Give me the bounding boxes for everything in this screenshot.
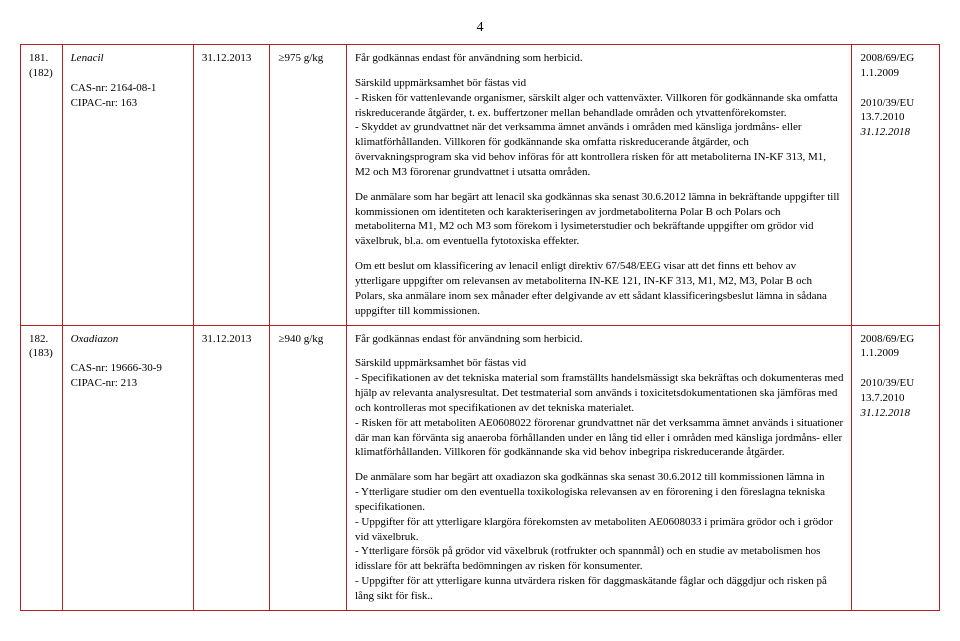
amount-cell: ≥975 g/kg	[270, 45, 347, 326]
cas-number: CAS-nr: 2164-08-1	[71, 81, 185, 96]
provision-text: Särskild uppmärksamhet bör fästas vid - …	[355, 356, 843, 460]
ref-line: 13.7.2010	[860, 391, 931, 406]
date-cell: 31.12.2013	[193, 45, 270, 326]
provisions-cell: Får godkännas endast för användning som …	[347, 325, 852, 610]
ref-line: 2008/69/EG	[860, 51, 931, 66]
ref-line: 13.7.2010	[860, 110, 931, 125]
ref-line: 31.12.2018	[860, 125, 931, 140]
cipac-number: CIPAC-nr: 213	[71, 376, 185, 391]
provision-text: Särskild uppmärksamhet bör fästas vid - …	[355, 76, 843, 180]
ref-line: 1.1.2009	[860, 346, 931, 361]
substance-cell: Oxadiazon CAS-nr: 19666-30-9 CIPAC-nr: 2…	[62, 325, 193, 610]
ref-line: 2010/39/EU	[860, 376, 931, 391]
references-cell: 2008/69/EG 1.1.2009 2010/39/EU 13.7.2010…	[852, 45, 940, 326]
ref-line: 2010/39/EU	[860, 96, 931, 111]
provision-text: Får godkännas endast för användning som …	[355, 51, 843, 66]
ref-line: 1.1.2009	[860, 66, 931, 81]
row-number: 181. (182)	[21, 45, 63, 326]
ref-line: 2008/69/EG	[860, 332, 931, 347]
references-cell: 2008/69/EG 1.1.2009 2010/39/EU 13.7.2010…	[852, 325, 940, 610]
substance-cell: Lenacil CAS-nr: 2164-08-1 CIPAC-nr: 163	[62, 45, 193, 326]
table-row: 181. (182) Lenacil CAS-nr: 2164-08-1 CIP…	[21, 45, 940, 326]
table-row: 182. (183) Oxadiazon CAS-nr: 19666-30-9 …	[21, 325, 940, 610]
page-number: 4	[20, 20, 940, 36]
row-number: 182. (183)	[21, 325, 63, 610]
amount-cell: ≥940 g/kg	[270, 325, 347, 610]
cas-number: CAS-nr: 19666-30-9	[71, 361, 185, 376]
substances-table: 181. (182) Lenacil CAS-nr: 2164-08-1 CIP…	[20, 44, 940, 611]
provision-text: Om ett beslut om klassificering av lenac…	[355, 259, 843, 318]
provision-text: De anmälare som har begärt att lenacil s…	[355, 190, 843, 249]
ref-line: 31.12.2018	[860, 406, 931, 421]
substance-name: Lenacil	[71, 51, 185, 66]
cipac-number: CIPAC-nr: 163	[71, 96, 185, 111]
date-cell: 31.12.2013	[193, 325, 270, 610]
substance-name: Oxadiazon	[71, 332, 185, 347]
provisions-cell: Får godkännas endast för användning som …	[347, 45, 852, 326]
provision-text: De anmälare som har begärt att oxadiazon…	[355, 470, 843, 604]
provision-text: Får godkännas endast för användning som …	[355, 332, 843, 347]
